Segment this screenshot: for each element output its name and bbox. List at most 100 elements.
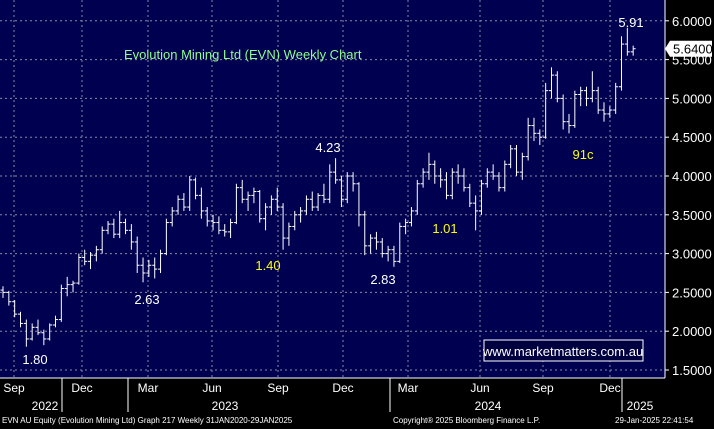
ohlc-bar (537, 129, 543, 145)
ohlc-bar (93, 245, 99, 262)
ohlc-bar (251, 187, 257, 204)
ohlc-bar (490, 164, 496, 180)
ohlc-bar (76, 253, 82, 285)
annotation-label: 2.83 (370, 272, 395, 287)
ohlc-bar (303, 195, 309, 215)
ohlc-bar (338, 176, 344, 208)
ohlc-bar (58, 284, 64, 322)
ohlc-bar (187, 176, 193, 211)
ohlc-bar (467, 183, 473, 208)
ohlc-bar (513, 144, 519, 176)
y-tick-label: 5.0000 (672, 91, 712, 106)
footer-left-text: EVN AU Equity (Evolution Mining Ltd) Gra… (2, 416, 293, 425)
ohlc-bar (624, 27, 630, 56)
ohlc-bar (35, 319, 41, 336)
ohlc-bar (589, 71, 595, 103)
y-tick-label: 2.0000 (672, 324, 712, 339)
ohlc-bar (53, 315, 59, 328)
ohlc-bar (292, 210, 298, 231)
ohlc-bar (88, 252, 94, 270)
last-price-box (665, 40, 712, 57)
plot-area (0, 0, 665, 378)
x-tick-label: Mar (398, 381, 419, 395)
x-tick-label: Sep (267, 381, 289, 395)
ohlc-bar (484, 168, 490, 188)
ohlc-bar (315, 193, 321, 211)
ohlc-bar (216, 216, 222, 235)
ohlc-bar (233, 183, 239, 225)
ohlc-bar (105, 221, 111, 235)
ohlc-bar (449, 168, 455, 200)
ohlc-bar (239, 179, 245, 204)
ohlc-bar (414, 179, 420, 215)
ohlc-bar (23, 319, 29, 347)
footer-copyright: Copyright® 2025 Bloomberg Finance L.P. (393, 416, 541, 425)
ohlc-bar (12, 300, 18, 318)
ohlc-bar (280, 203, 286, 250)
ohlc-bar (257, 189, 263, 223)
ohlc-bar (502, 160, 508, 192)
watermark-text: www.marketmatters.com.au (482, 344, 643, 359)
ohlc-bar (163, 218, 169, 256)
ohlc-bar (420, 168, 426, 188)
x-year-label: 2023 (212, 399, 239, 412)
ohlc-bar (204, 207, 210, 227)
ohlc-bar (543, 82, 549, 139)
ohlc-bar (519, 152, 525, 180)
footer-bar: EVN AU Equity (Evolution Mining Ltd) Gra… (0, 412, 714, 429)
ohlc-bar (379, 238, 385, 258)
annotation-label: 5.91 (618, 15, 643, 30)
ohlc-bar (175, 195, 181, 215)
ohlc-chart: 1.5000 2.0000 2.5000 3.0000 3.5000 4.0000 4.50… (0, 0, 713, 412)
ohlc-bar (619, 36, 625, 91)
y-tick-label: 4.5000 (672, 130, 712, 145)
ohlc-bar (578, 86, 584, 107)
ohlc-bar (333, 158, 339, 184)
ohlc-bar (613, 82, 619, 114)
ohlc-bar (245, 191, 251, 211)
ohlc-bar (263, 203, 269, 231)
ohlc-bar (496, 172, 502, 192)
ohlc-bar (391, 245, 397, 267)
x-tick-label: Dec (71, 381, 92, 395)
ohlc-bar (461, 168, 467, 192)
ohlc-bar (525, 117, 531, 161)
ohlc-bar (128, 224, 134, 250)
chart-title: Evolution Mining Ltd (EVN) Weekly Chart (124, 47, 362, 62)
ohlc-bar (198, 187, 204, 219)
ohlc-bar (548, 67, 554, 99)
ohlc-bar (286, 222, 292, 246)
ohlc-bar (111, 218, 117, 239)
ohlc-bar (140, 257, 146, 283)
ohlc-bar (193, 177, 199, 200)
ohlc-bar (181, 193, 187, 211)
ohlc-bar (169, 207, 175, 227)
ohlc-bar (6, 290, 12, 306)
ohlc-bar (123, 218, 129, 235)
ohlc-bar (397, 222, 403, 263)
annotation-label: 1.01 (432, 221, 457, 236)
ohlc-bar (350, 172, 356, 192)
ohlc-bar (473, 195, 479, 231)
annotation-label: 91c (573, 147, 594, 162)
ohlc-bar (309, 191, 315, 211)
ohlc-bar (572, 90, 578, 128)
ohlc-bar (18, 311, 24, 328)
ohlc-bar (362, 210, 368, 256)
ohlc-bar (29, 323, 35, 341)
ohlc-bar (158, 249, 164, 273)
ohlc-bar (508, 144, 514, 169)
ohlc-bar (432, 160, 438, 184)
ohlc-bar (443, 172, 449, 200)
ohlc-bar (0, 286, 6, 298)
ohlc-bar (356, 182, 362, 227)
x-tick-label: Sep (3, 381, 25, 395)
ohlc-bar (344, 172, 350, 204)
ohlc-bar (321, 183, 327, 204)
ohlc-bar (385, 245, 391, 262)
ohlc-bar (566, 113, 572, 134)
ohlc-bar (82, 249, 88, 266)
ohlc-bar (368, 234, 374, 254)
x-tick-label: Jun (470, 381, 489, 395)
